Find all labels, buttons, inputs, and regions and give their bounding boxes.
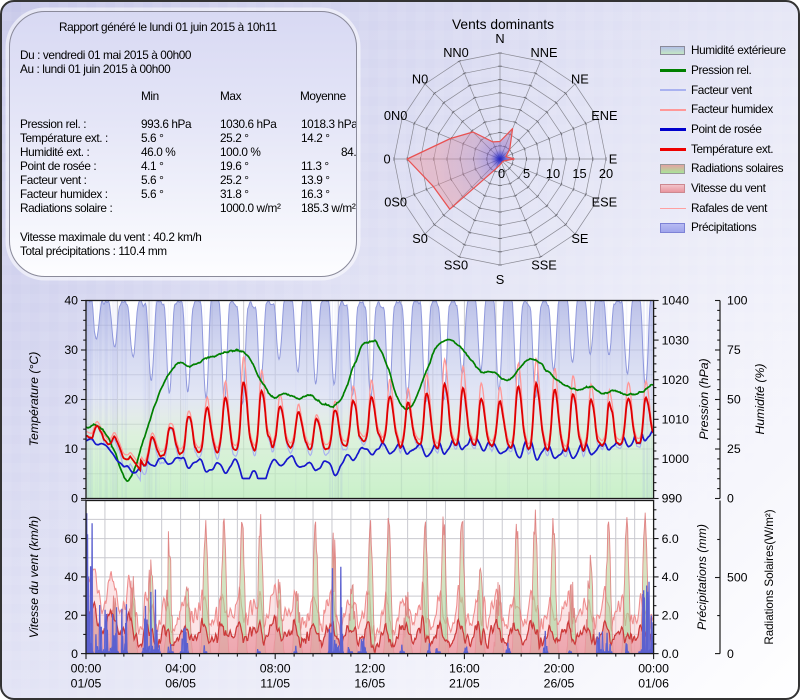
- svg-text:S: S: [496, 272, 505, 287]
- svg-text:1020: 1020: [662, 373, 690, 387]
- svg-text:0: 0: [71, 647, 78, 661]
- svg-text:16:00: 16:00: [449, 662, 480, 676]
- svg-text:NE: NE: [571, 71, 589, 86]
- svg-text:5: 5: [523, 166, 530, 181]
- svg-text:Température (°C): Température (°C): [27, 352, 41, 447]
- svg-text:00:00: 00:00: [638, 662, 669, 676]
- svg-text:26/05: 26/05: [544, 677, 575, 691]
- svg-text:500: 500: [727, 571, 748, 585]
- svg-text:1000: 1000: [662, 452, 690, 466]
- svg-text:0N0: 0N0: [384, 108, 407, 123]
- svg-text:11/05: 11/05: [260, 677, 290, 691]
- svg-text:Précipitations (mm): Précipitations (mm): [695, 524, 709, 630]
- svg-text:Vitesse du vent (km/h): Vitesse du vent (km/h): [27, 516, 41, 638]
- svg-text:16/05: 16/05: [354, 677, 385, 691]
- svg-text:75: 75: [727, 343, 741, 357]
- svg-text:00:00: 00:00: [71, 662, 102, 676]
- svg-text:SS0: SS0: [444, 258, 468, 273]
- svg-text:N0: N0: [412, 71, 428, 86]
- svg-text:0: 0: [727, 492, 734, 506]
- svg-text:N: N: [495, 31, 504, 46]
- svg-text:0: 0: [727, 647, 734, 661]
- svg-text:01/06: 01/06: [638, 677, 669, 691]
- svg-text:40: 40: [64, 570, 78, 584]
- svg-text:20: 20: [599, 166, 613, 181]
- svg-text:20:00: 20:00: [544, 662, 575, 676]
- svg-text:04:00: 04:00: [165, 662, 196, 676]
- svg-text:4.0: 4.0: [662, 570, 679, 584]
- svg-text:0S0: 0S0: [384, 195, 407, 210]
- svg-text:ESE: ESE: [592, 195, 618, 210]
- svg-text:20: 20: [64, 609, 78, 623]
- svg-text:NN0: NN0: [443, 45, 469, 60]
- svg-text:NNE: NNE: [530, 45, 557, 60]
- svg-text:30: 30: [64, 343, 78, 357]
- svg-text:06/05: 06/05: [165, 677, 196, 691]
- svg-text:Radiations Solaires(W/m²): Radiations Solaires(W/m²): [763, 509, 776, 644]
- svg-text:1030: 1030: [662, 333, 690, 347]
- svg-text:60: 60: [64, 532, 78, 546]
- svg-text:Humidité (%): Humidité (%): [753, 363, 767, 434]
- svg-text:SE: SE: [571, 231, 588, 246]
- svg-text:6.0: 6.0: [662, 532, 679, 546]
- svg-text:15: 15: [572, 166, 586, 181]
- svg-text:25: 25: [727, 442, 741, 456]
- svg-text:50: 50: [727, 393, 741, 407]
- svg-text:S0: S0: [412, 231, 428, 246]
- svg-text:40: 40: [64, 294, 78, 308]
- svg-text:08:00: 08:00: [260, 662, 291, 676]
- svg-text:1010: 1010: [662, 413, 690, 427]
- svg-text:100: 100: [727, 294, 748, 308]
- svg-text:0: 0: [71, 492, 78, 506]
- svg-text:10: 10: [546, 166, 560, 181]
- svg-text:Pression (hPa): Pression (hPa): [697, 358, 711, 439]
- svg-text:10: 10: [64, 442, 78, 456]
- svg-text:E: E: [609, 151, 618, 166]
- svg-text:1040: 1040: [662, 294, 690, 308]
- svg-text:SSE: SSE: [531, 258, 557, 273]
- svg-text:12:00: 12:00: [354, 662, 385, 676]
- svg-text:ENE: ENE: [591, 108, 617, 123]
- svg-text:Vents dominants: Vents dominants: [452, 17, 554, 32]
- svg-text:0: 0: [498, 166, 505, 181]
- svg-text:20: 20: [64, 393, 78, 407]
- svg-text:01/05: 01/05: [71, 677, 102, 691]
- svg-text:2.0: 2.0: [662, 609, 679, 623]
- svg-text:0: 0: [383, 151, 390, 166]
- svg-text:21/05: 21/05: [449, 677, 480, 691]
- svg-text:0.0: 0.0: [662, 647, 679, 661]
- svg-text:990: 990: [662, 492, 683, 506]
